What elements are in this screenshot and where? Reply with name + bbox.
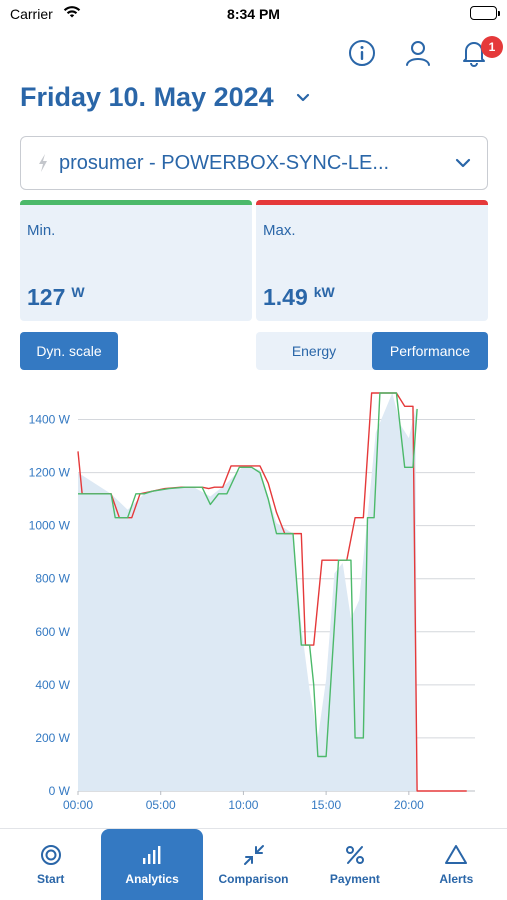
x-tick-label: 10:00 — [228, 798, 258, 812]
min-value: 127 W — [27, 284, 85, 311]
y-tick-label: 1400 W — [29, 413, 71, 427]
y-tick-label: 600 W — [35, 625, 70, 639]
bolt-icon — [39, 154, 47, 172]
tab-bar: Start Analytics Comparison Payment Alert… — [0, 828, 507, 900]
x-tick-label: 00:00 — [63, 798, 93, 812]
segment-energy[interactable]: Energy — [291, 343, 337, 359]
notification-badge: 1 — [481, 36, 503, 58]
device-dropdown[interactable]: prosumer - POWERBOX-SYNC-LE... — [20, 136, 488, 190]
date-title: Friday 10. May 2024 — [20, 82, 274, 112]
tab-start[interactable]: Start — [0, 829, 101, 900]
tab-comparison[interactable]: Comparison — [203, 829, 304, 900]
info-icon — [349, 40, 375, 66]
x-tick-label: 15:00 — [311, 798, 341, 812]
min-value-number: 127 — [27, 284, 66, 310]
comparison-icon — [243, 844, 264, 865]
area-fill — [78, 393, 418, 791]
mode-segmented-control: Energy Performance — [256, 332, 488, 370]
min-series-line — [78, 392, 418, 758]
notifications-button[interactable]: 1 — [459, 36, 503, 68]
min-title: Min. — [27, 222, 56, 239]
tab-payment[interactable]: Payment — [304, 829, 405, 900]
segment-performance[interactable]: Performance — [372, 332, 488, 370]
y-tick-label: 800 W — [35, 572, 70, 586]
clock: 8:34 PM — [227, 6, 280, 22]
dyn-scale-button[interactable]: Dyn. scale — [20, 332, 118, 370]
x-tick-label: 20:00 — [394, 798, 424, 812]
tab-payment-label: Payment — [329, 871, 380, 886]
device-label: prosumer - POWERBOX-SYNC-LE... — [59, 151, 390, 174]
tab-analytics[interactable]: Analytics — [101, 829, 203, 900]
analytics-icon — [143, 845, 161, 864]
tab-analytics-label: Analytics — [125, 871, 179, 886]
profile-button[interactable] — [403, 38, 433, 68]
carrier-label: Carrier — [10, 6, 53, 22]
tab-alerts[interactable]: Alerts — [406, 829, 507, 900]
battery-icon — [470, 6, 500, 20]
x-tick-label: 05:00 — [146, 798, 176, 812]
alerts-icon — [445, 844, 468, 864]
min-card: Min. 127 W — [20, 200, 252, 321]
performance-chart: 0 W 200 W 400 W 600 W 800 W 1000 W 1200 W 1400 … — [29, 392, 475, 812]
wifi-icon — [63, 4, 81, 23]
y-tick-label: 1000 W — [29, 519, 71, 533]
header-actions: 1 — [347, 36, 503, 68]
max-title: Max. — [263, 222, 296, 239]
max-value: 1.49 kW — [263, 284, 335, 311]
bell-icon — [463, 42, 485, 67]
min-value-unit: W — [71, 284, 85, 300]
tab-alerts-label: Alerts — [439, 871, 474, 886]
payment-icon — [345, 845, 364, 864]
max-value-unit: kW — [313, 284, 335, 300]
tab-comparison-label: Comparison — [218, 871, 289, 886]
chevron-down-icon — [296, 93, 309, 101]
status-bar: Carrier 8:34 PM — [0, 0, 507, 30]
info-button[interactable] — [347, 38, 377, 68]
min-indicator-bar — [20, 200, 252, 205]
max-card: Max. 1.49 kW — [256, 200, 488, 321]
y-tick-label: 200 W — [35, 731, 70, 745]
user-icon — [406, 41, 430, 66]
tab-start-label: Start — [37, 871, 65, 886]
y-tick-label: 0 W — [49, 784, 71, 798]
start-icon — [40, 844, 61, 865]
max-indicator-bar — [256, 200, 488, 205]
chevron-down-icon — [455, 158, 471, 168]
y-tick-label: 1200 W — [29, 466, 71, 480]
max-value-number: 1.49 — [263, 284, 308, 310]
date-selector[interactable]: Friday 10. May 2024 — [20, 82, 310, 113]
y-tick-label: 400 W — [35, 678, 70, 692]
